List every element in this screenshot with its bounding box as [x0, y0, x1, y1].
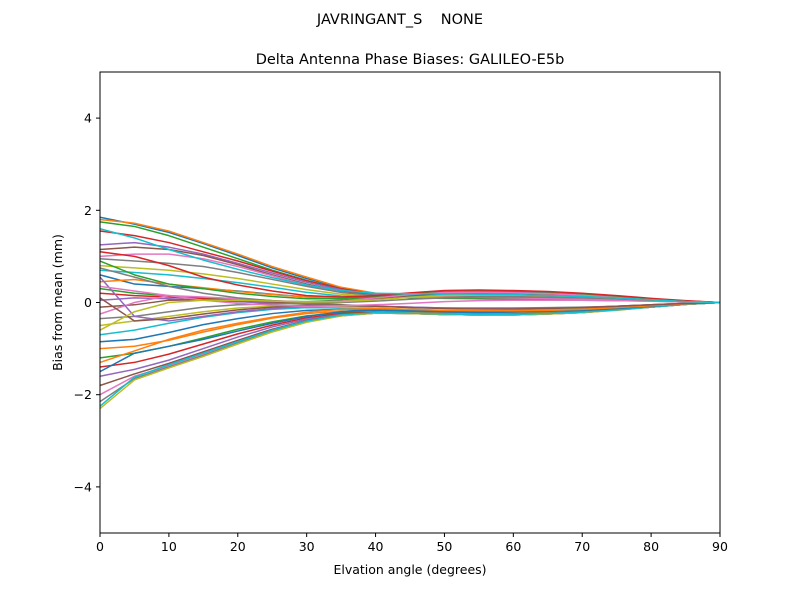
series-line-31 [99, 301, 721, 373]
x-tick-label: 80 [643, 539, 659, 554]
y-tick-label: −4 [74, 479, 92, 494]
y-tick-label: 4 [84, 111, 92, 126]
y-tick-label: −2 [74, 387, 92, 402]
series-layer [99, 216, 721, 410]
series-line-36 [99, 297, 721, 322]
x-tick-label: 40 [368, 539, 384, 554]
figure-suptitle: JAVRINGANT_S NONE [316, 12, 483, 28]
x-tick-label: 20 [230, 539, 246, 554]
x-tick-label: 90 [712, 539, 728, 554]
series-line-40 [99, 228, 721, 304]
series-line-32 [99, 301, 721, 364]
x-tick-label: 30 [299, 539, 315, 554]
y-tick-label: 0 [84, 295, 92, 310]
x-tick-label: 70 [574, 539, 590, 554]
x-tick-label: 60 [505, 539, 521, 554]
y-axis-label: Bias from mean (mm) [50, 234, 65, 371]
series-line-38 [99, 267, 721, 304]
x-tick-label: 10 [161, 539, 177, 554]
chart-title: Delta Antenna Phase Biases: GALILEO-E5b [256, 52, 565, 68]
axes-layer: 0 10 20 30 40 50 60 70 80 90 −4 −2 0 2 4 [74, 111, 728, 554]
x-tick-label: 0 [96, 539, 104, 554]
y-tick-label: 2 [84, 203, 92, 218]
series-line-17 [99, 291, 721, 315]
x-axis-label: Elvation angle (degrees) [333, 562, 486, 577]
series-line-34 [99, 251, 721, 304]
x-tick-label: 50 [436, 539, 452, 554]
series-line-30 [99, 301, 721, 407]
